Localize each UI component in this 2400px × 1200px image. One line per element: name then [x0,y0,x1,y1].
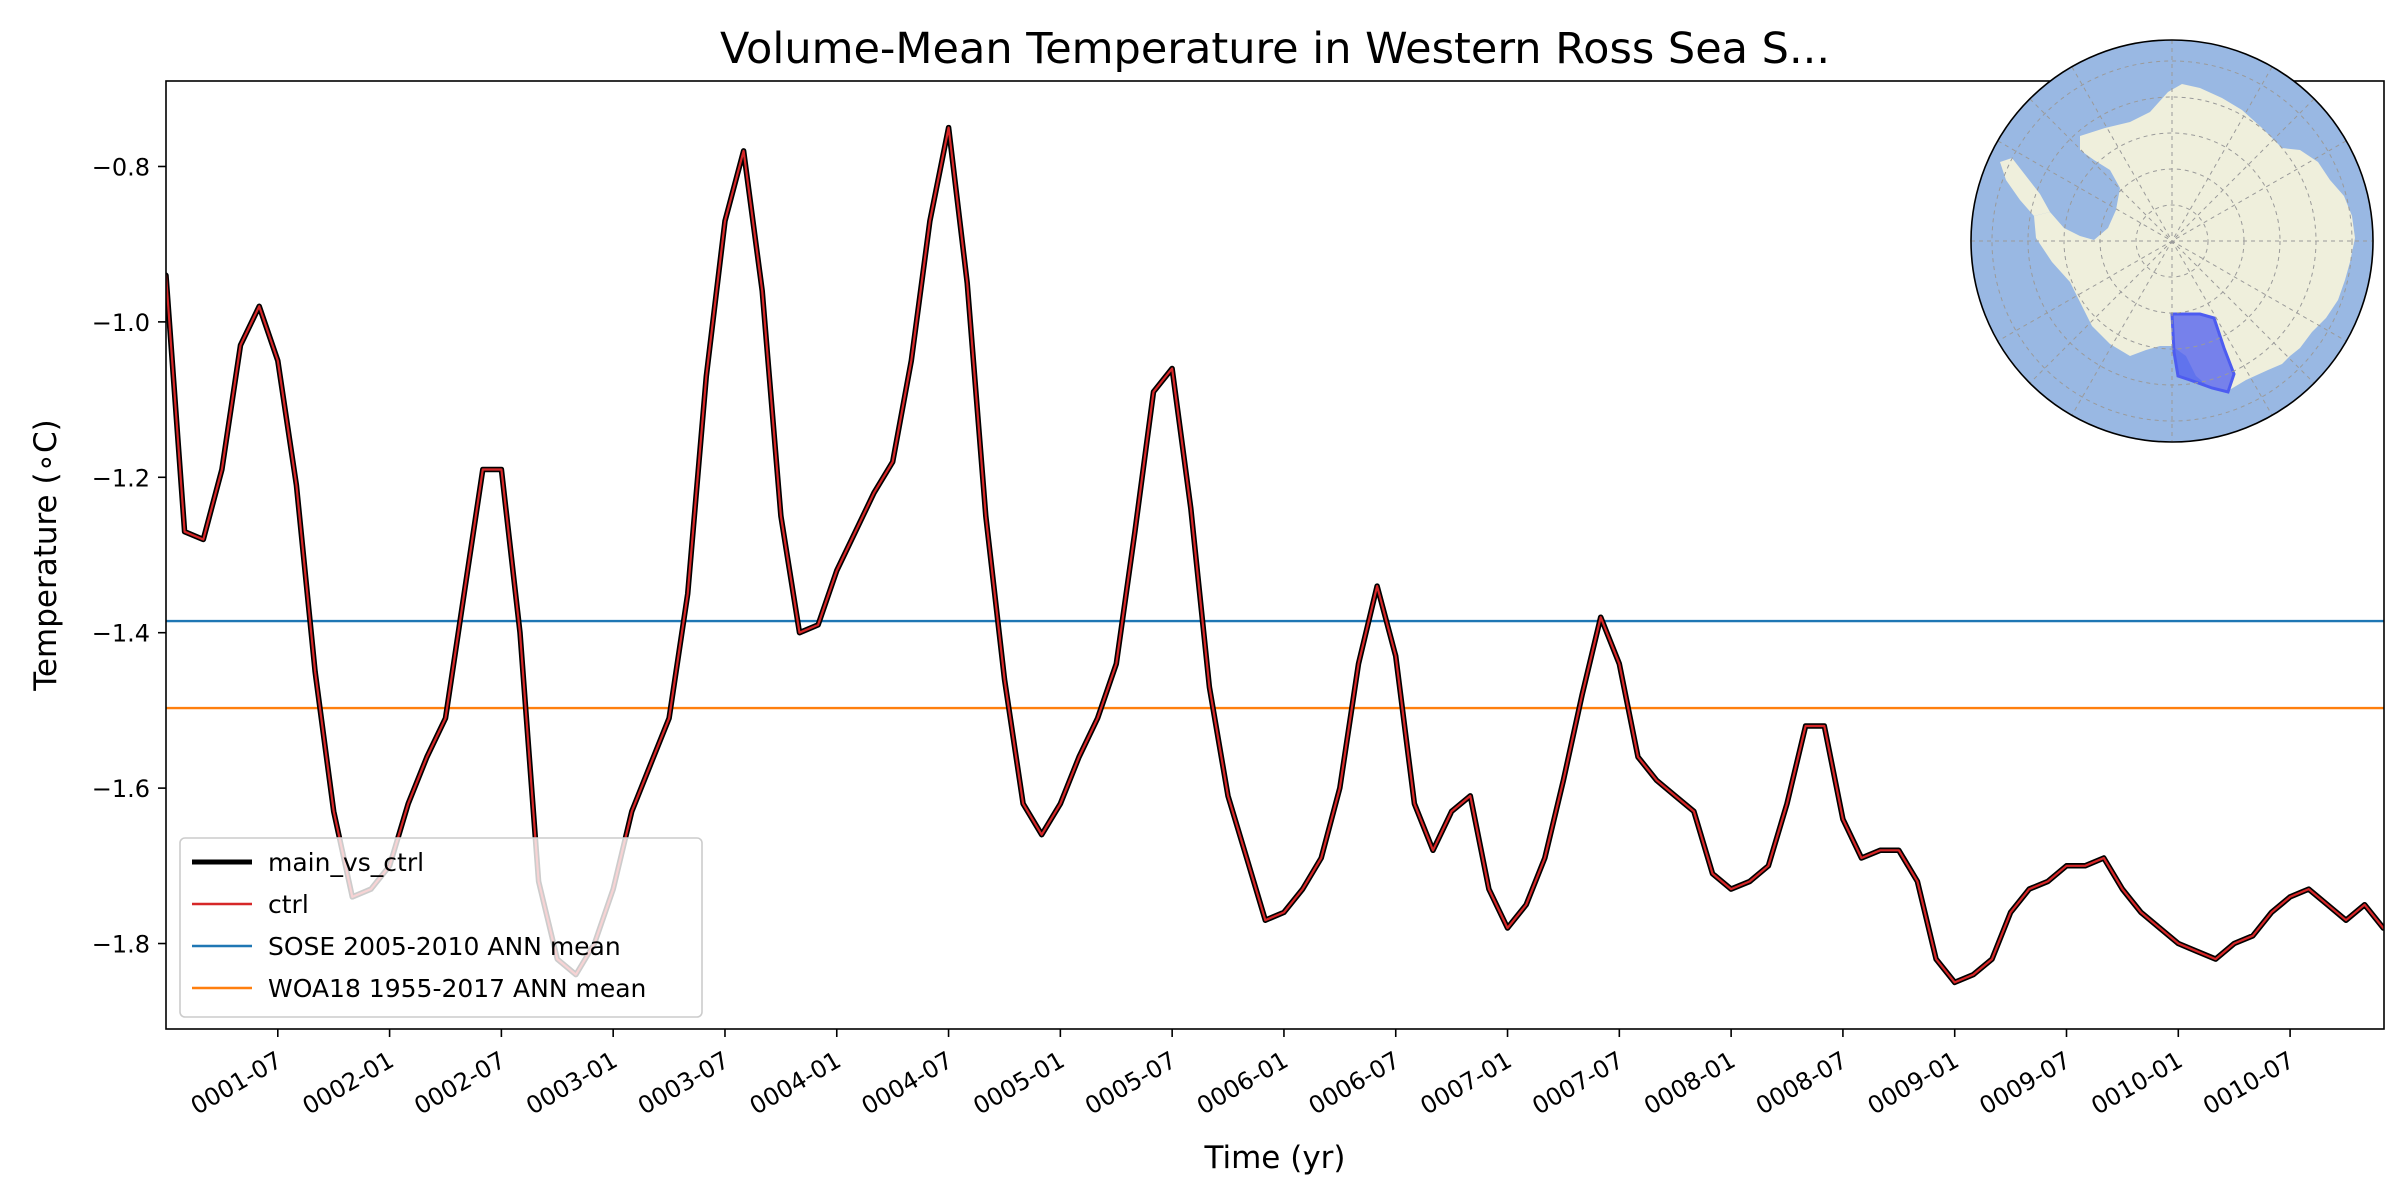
map-gridline [1997,140,2347,342]
map-gridline [2135,204,2209,278]
y-axis-label: Temperature (∘C) [28,419,64,691]
map-gridline [1991,60,2353,422]
y-tick-label: −1.6 [92,775,150,803]
inset-map [1970,39,2374,443]
x-axis-label: Time (yr) [1204,1140,1346,1176]
map-border [1970,39,2374,443]
map-gridline [2063,132,2281,350]
legend-label: SOSE 2005-2010 ANN mean [268,932,621,961]
legend-frame [179,837,703,1018]
y-tick-label: −1.2 [92,464,150,492]
y-tick-label: −1.8 [92,931,150,959]
y-axis: −1.8 −1.6 −1.4 −1.2 −1.0 −0.8 [92,153,166,959]
plot-frame [165,80,2385,1030]
legend-label: main_vs_ctrl [268,848,424,877]
y-tick-label: −1.4 [92,620,150,648]
y-tick-label: −1.0 [92,309,150,337]
map-antarctica [2034,84,2355,392]
map-region-western-ross-sea [2170,312,2236,394]
map-peninsula [2000,158,2050,216]
y-tick-label: −0.8 [92,153,150,181]
legend-label: WOA18 1955-2017 ANN mean [268,974,646,1003]
legend-label: ctrl [268,890,309,919]
chart-title: Volume-Mean Temperature in Western Ross … [720,24,1830,74]
